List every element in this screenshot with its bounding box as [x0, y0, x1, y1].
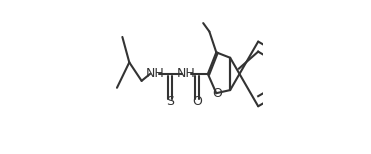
Text: NH: NH — [177, 67, 196, 80]
Text: O: O — [192, 95, 202, 108]
Text: NH: NH — [145, 67, 164, 80]
Text: O: O — [212, 87, 222, 100]
Text: S: S — [166, 95, 174, 108]
